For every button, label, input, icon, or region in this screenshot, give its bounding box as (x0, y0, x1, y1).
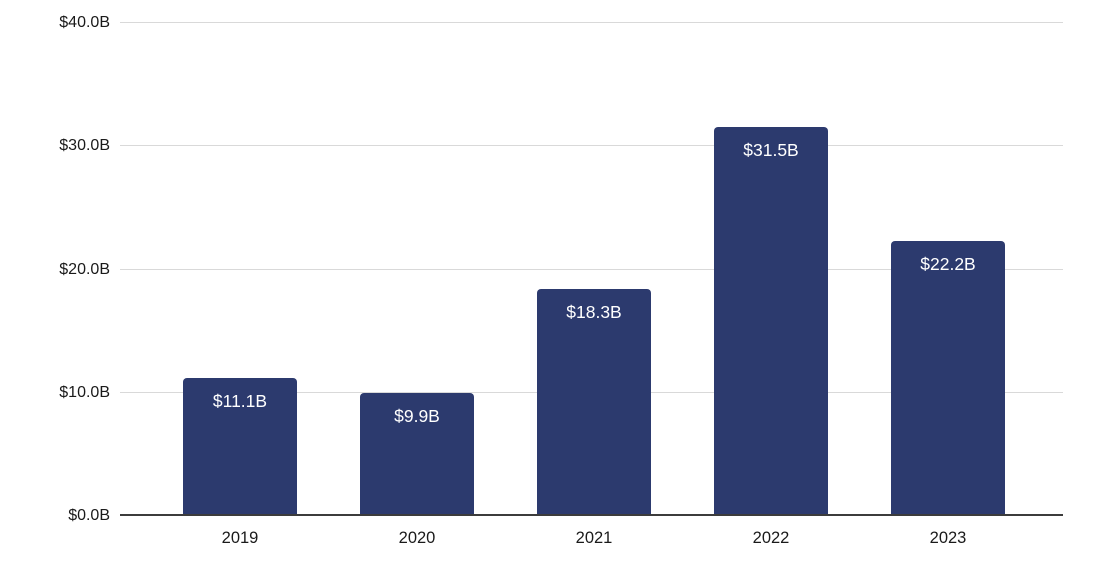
y-tick-label: $10.0B (59, 383, 110, 401)
y-tick-label: $20.0B (59, 260, 110, 278)
bar-2019 (183, 378, 297, 514)
y-tick-label: $0.0B (68, 507, 110, 524)
bar-value-label: $18.3B (566, 302, 622, 323)
bar-value-label: $9.9B (394, 405, 440, 426)
x-axis-line (120, 514, 1063, 516)
gridline-40 (120, 22, 1063, 23)
y-tick-label: $40.0B (59, 14, 110, 31)
bar-value-label: $31.5B (743, 139, 799, 160)
gridline-20 (120, 268, 1063, 270)
bar-value-label: $22.2B (920, 254, 976, 275)
x-tick-label-2023: 2023 (929, 529, 967, 547)
x-tick-label-2022: 2022 (752, 529, 790, 547)
bar-2020 (360, 392, 474, 514)
bar-value-label: $11.1B (212, 391, 268, 412)
y-tick-label: $30.0B (59, 137, 110, 155)
gridline-30 (120, 145, 1063, 147)
bar-2023 (891, 241, 1005, 514)
x-tick-label-2019: 2019 (221, 529, 259, 547)
bar-2021 (537, 289, 651, 514)
bar-2022 (714, 126, 828, 514)
x-tick-label-2020: 2020 (398, 529, 436, 547)
x-tick-label-2021: 2021 (575, 529, 613, 547)
